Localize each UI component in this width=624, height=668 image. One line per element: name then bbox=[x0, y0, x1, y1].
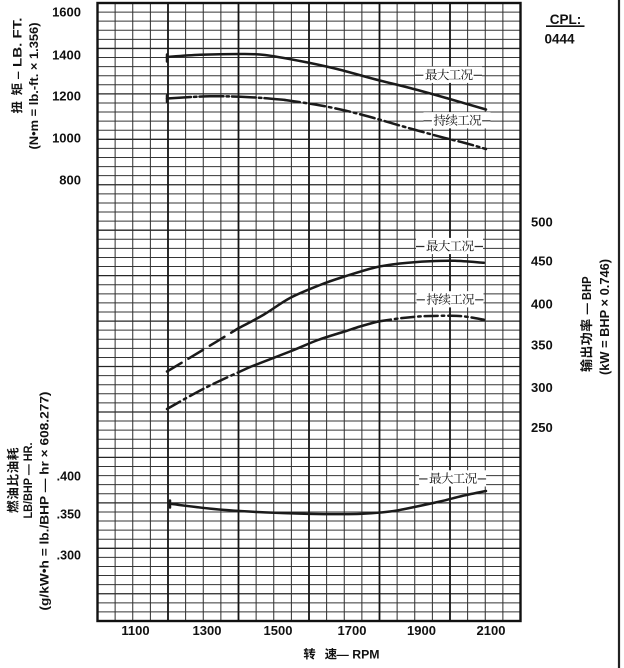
svg-text:450: 450 bbox=[531, 254, 553, 269]
svg-text:1100: 1100 bbox=[121, 623, 149, 638]
svg-text:CPL:: CPL: bbox=[550, 12, 582, 27]
svg-text:LB/BHP — HR.: LB/BHP — HR. bbox=[21, 443, 35, 519]
svg-text:400: 400 bbox=[531, 297, 553, 312]
svg-text:350: 350 bbox=[531, 338, 553, 353]
svg-text:– LB. FT.: – LB. FT. bbox=[10, 18, 24, 80]
svg-text:1000: 1000 bbox=[52, 131, 81, 146]
svg-text:1200: 1200 bbox=[52, 89, 81, 104]
svg-text:300: 300 bbox=[531, 380, 553, 395]
svg-text:.300: .300 bbox=[57, 548, 81, 562]
svg-text:(kW = BHP × 0.746): (kW = BHP × 0.746) bbox=[598, 259, 612, 375]
svg-text:1300: 1300 bbox=[193, 623, 222, 638]
svg-text:.350: .350 bbox=[57, 507, 81, 521]
svg-text:1700: 1700 bbox=[338, 623, 367, 638]
svg-text:— BHP: — BHP bbox=[580, 276, 594, 314]
svg-text:(N•m = lb.-ft. × 1.356): (N•m = lb.-ft. × 1.356) bbox=[27, 23, 41, 150]
svg-text:.400: .400 bbox=[57, 469, 81, 483]
svg-text:1500: 1500 bbox=[264, 623, 293, 638]
svg-text:250: 250 bbox=[531, 420, 553, 435]
svg-text:(g/kW•h = lb./BHP — hr × 608.2: (g/kW•h = lb./BHP — hr × 608.277) bbox=[37, 392, 51, 611]
svg-text:800: 800 bbox=[59, 173, 81, 188]
svg-text:1600: 1600 bbox=[52, 5, 81, 20]
svg-text:— RPM: — RPM bbox=[337, 647, 380, 661]
svg-text:0444: 0444 bbox=[544, 31, 575, 46]
svg-text:500: 500 bbox=[531, 215, 553, 230]
svg-text:2100: 2100 bbox=[477, 623, 506, 638]
svg-text:1900: 1900 bbox=[407, 623, 436, 638]
svg-text:1400: 1400 bbox=[52, 48, 81, 63]
